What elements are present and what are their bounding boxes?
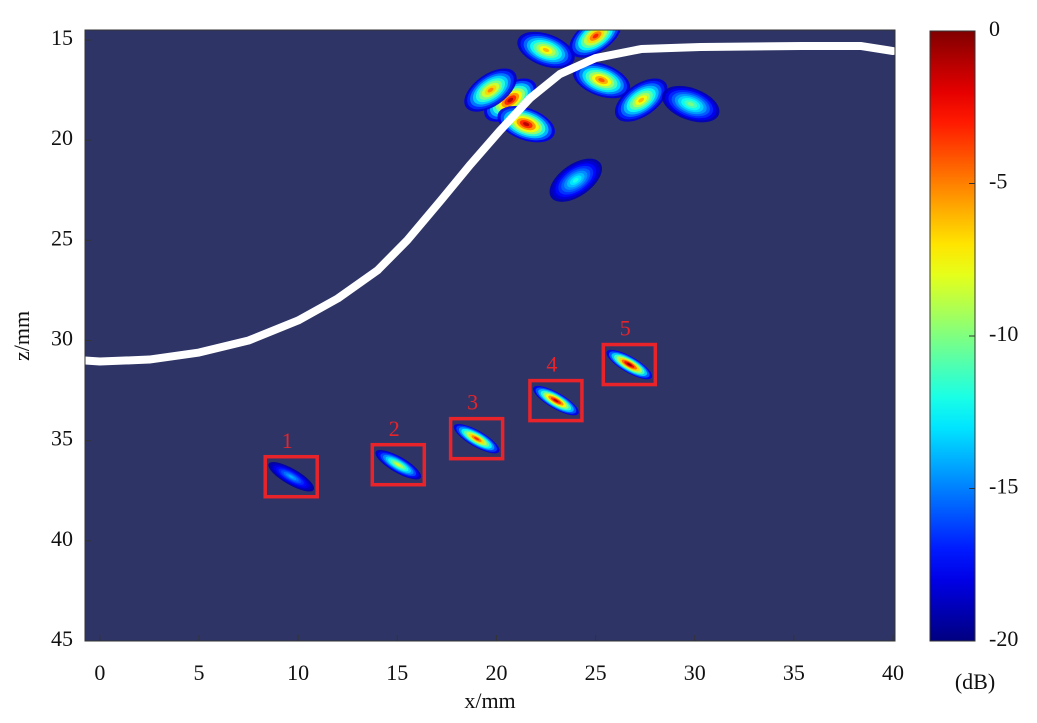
target-box xyxy=(448,416,505,461)
colorbar-tick-label: -20 xyxy=(989,626,1018,651)
intensity-spot xyxy=(626,362,632,367)
y-tick-label: 35 xyxy=(51,426,73,451)
target-label: 2 xyxy=(389,416,400,441)
target-box xyxy=(370,442,427,487)
x-axis-label: x/mm xyxy=(464,688,515,713)
colorbar-tick-label: 0 xyxy=(989,16,1000,41)
colorbar-label: (dB) xyxy=(955,669,995,694)
intensity-spot xyxy=(687,102,694,107)
colorbar-tick-label: -15 xyxy=(989,474,1018,499)
interface-curve xyxy=(85,42,895,366)
x-tick-label: 15 xyxy=(386,660,408,685)
x-tick-label: 10 xyxy=(287,660,309,685)
target-box xyxy=(528,378,584,423)
x-tick-label: 30 xyxy=(684,660,706,685)
colorbar-tick-label: -10 xyxy=(989,321,1018,346)
y-tick-label: 30 xyxy=(51,326,73,351)
x-tick-label: 0 xyxy=(94,660,105,685)
target-label: 3 xyxy=(467,390,478,415)
target-box xyxy=(601,342,658,387)
x-tick-label: 20 xyxy=(485,660,507,685)
colorbar-tick-label: -5 xyxy=(989,169,1007,194)
target-label: 5 xyxy=(620,316,631,341)
x-tick-label: 40 xyxy=(882,660,904,685)
plot-frame xyxy=(84,29,896,642)
intensity-spot xyxy=(553,398,559,403)
intensity-spot xyxy=(598,78,605,83)
x-tick-label: 5 xyxy=(194,660,205,685)
intensity-spot xyxy=(592,33,599,39)
intensity-spot xyxy=(522,122,530,127)
intensity-spot xyxy=(542,48,550,53)
y-tick-label: 15 xyxy=(51,25,73,50)
intensity-spot xyxy=(572,177,579,183)
image-layer xyxy=(85,30,895,492)
y-tick-label: 20 xyxy=(51,125,73,150)
target-box xyxy=(263,454,319,499)
x-tick-label: 25 xyxy=(585,660,607,685)
intensity-spot xyxy=(638,97,645,103)
colorbar xyxy=(929,30,976,642)
y-tick-label: 45 xyxy=(51,626,73,651)
intensity-spot xyxy=(288,475,294,479)
target-label: 1 xyxy=(282,428,293,453)
target-label: 4 xyxy=(546,352,557,377)
y-tick-label: 25 xyxy=(51,225,73,250)
y-tick-label: 40 xyxy=(51,526,73,551)
plot-background xyxy=(85,30,895,641)
intensity-spot xyxy=(487,87,494,93)
intensity-spot xyxy=(474,437,480,441)
intensity-spot xyxy=(395,463,401,467)
intensity-spot xyxy=(507,97,514,103)
x-tick-label: 35 xyxy=(783,660,805,685)
y-axis-label: z/mm xyxy=(9,311,34,361)
